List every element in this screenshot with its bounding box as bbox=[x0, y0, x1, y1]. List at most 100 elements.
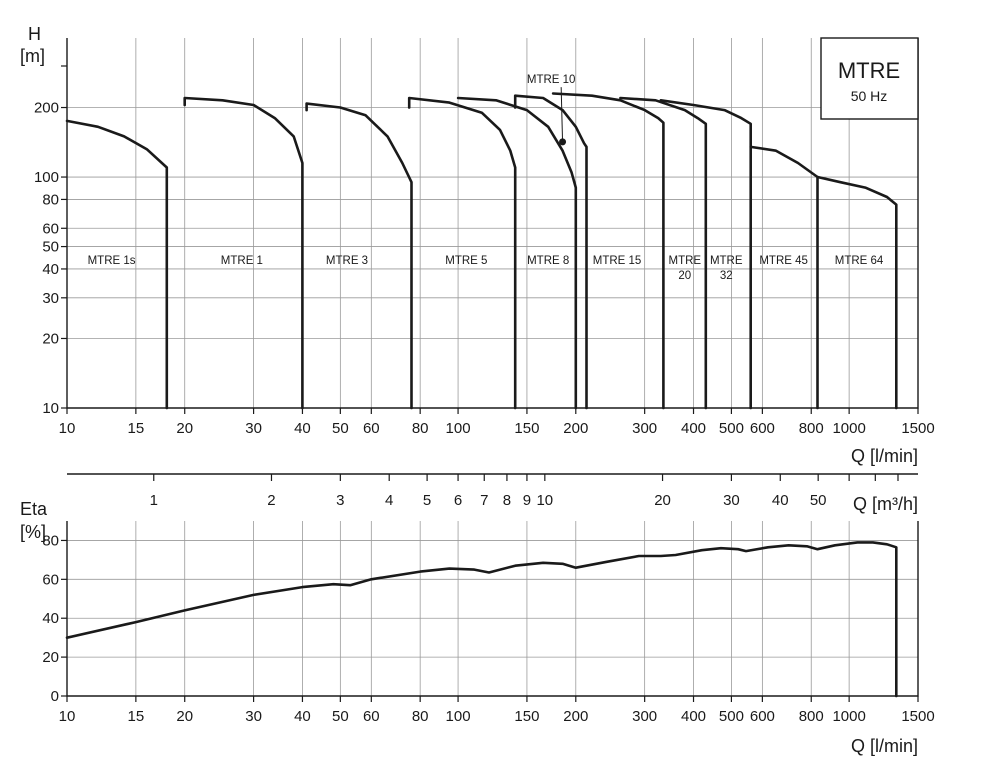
chart-frames bbox=[61, 38, 919, 702]
eta-xtick-label-50: 50 bbox=[332, 708, 349, 725]
head-xlabel: Q [l/min] bbox=[851, 446, 918, 466]
head-ytick-label-10: 10 bbox=[42, 400, 59, 417]
head-xtick-label-40: 40 bbox=[294, 420, 311, 437]
series-marker-5 bbox=[559, 138, 567, 146]
eta-xtick-label-500: 500 bbox=[719, 708, 744, 725]
series-label-8: MTRE bbox=[710, 255, 743, 267]
head-ytick-label-40: 40 bbox=[42, 261, 59, 278]
eta-xtick-label-20: 20 bbox=[176, 708, 193, 725]
head-axes bbox=[66, 38, 919, 409]
head-xtick-label-50: 50 bbox=[332, 420, 349, 437]
secondary-tick-label-7: 7 bbox=[480, 492, 488, 509]
head-ytick-label-100: 100 bbox=[34, 169, 59, 186]
eta-xtick-label-10: 10 bbox=[59, 708, 76, 725]
head-xtick-label-500: 500 bbox=[719, 420, 744, 437]
series-label-4: MTRE 8 bbox=[527, 255, 569, 267]
legend-box: MTRE 50 Hz bbox=[820, 37, 919, 120]
head-xtick-label-100: 100 bbox=[446, 420, 471, 437]
head-curve-7 bbox=[619, 96, 708, 410]
eta-xtick-label-15: 15 bbox=[128, 708, 145, 725]
series-labels: MTRE 1s MTRE 1 MTRE 3 MTRE 5 MTRE 8 MTRE 10 MT… bbox=[88, 74, 884, 282]
secondary-tick-label-20: 20 bbox=[654, 492, 671, 509]
eta-ylabel-line1: Eta bbox=[20, 499, 48, 519]
eta-xtick-label-80: 80 bbox=[412, 708, 429, 725]
head-ytick-label-50: 50 bbox=[42, 239, 59, 256]
performance-curves bbox=[65, 92, 898, 698]
eta-ylabel-line2: [%] bbox=[20, 522, 46, 542]
secondary-tick-label-40: 40 bbox=[772, 492, 789, 509]
eta-ytick-label-80: 80 bbox=[42, 532, 59, 549]
series-label-sub-7: 20 bbox=[678, 270, 691, 282]
series-label-7: MTRE bbox=[669, 255, 702, 267]
eta-xtick-label-600: 600 bbox=[750, 708, 775, 725]
series-label-10: MTRE 64 bbox=[835, 255, 884, 267]
legend-subtitle: 50 Hz bbox=[851, 88, 888, 104]
head-xtick-label-600: 600 bbox=[750, 420, 775, 437]
head-xtick-label-60: 60 bbox=[363, 420, 380, 437]
eta-axes bbox=[66, 521, 919, 697]
head-xtick-label-150: 150 bbox=[514, 420, 539, 437]
eta-xtick-label-300: 300 bbox=[632, 708, 657, 725]
legend-title: MTRE bbox=[838, 58, 900, 83]
eta-curve-0 bbox=[65, 541, 898, 698]
head-xtick-label-10: 10 bbox=[59, 420, 76, 437]
eta-xtick-label-400: 400 bbox=[681, 708, 706, 725]
secondary-tick-label-1: 1 bbox=[150, 492, 158, 509]
secondary-tick-label-4: 4 bbox=[385, 492, 393, 509]
head-ytick-label-60: 60 bbox=[42, 220, 59, 237]
head-xtick-label-1000: 1000 bbox=[832, 420, 865, 437]
series-leader-5 bbox=[560, 87, 564, 142]
head-xtick-label-1500: 1500 bbox=[901, 420, 934, 437]
series-label-0: MTRE 1s bbox=[88, 255, 136, 267]
head-curve-2 bbox=[305, 102, 413, 410]
series-label-9: MTRE 45 bbox=[759, 255, 808, 267]
eta-xtick-label-60: 60 bbox=[363, 708, 380, 725]
secondary-tick-label-3: 3 bbox=[336, 492, 344, 509]
head-curve-10 bbox=[816, 175, 898, 410]
head-ytick-label-200: 200 bbox=[34, 100, 59, 117]
eta-xtick-label-1000: 1000 bbox=[832, 708, 865, 725]
head-xtick-label-80: 80 bbox=[412, 420, 429, 437]
secondary-tick-label-9: 9 bbox=[523, 492, 531, 509]
head-curve-3 bbox=[407, 96, 517, 410]
secondary-xlabel: Q [m³/h] bbox=[853, 494, 918, 514]
eta-ytick-label-20: 20 bbox=[42, 649, 59, 666]
eta-ytick-label-40: 40 bbox=[42, 610, 59, 627]
eta-xtick-label-150: 150 bbox=[514, 708, 539, 725]
head-curve-8 bbox=[659, 99, 752, 410]
grid-lines bbox=[66, 38, 919, 697]
head-curve-1 bbox=[183, 96, 304, 410]
secondary-tick-label-5: 5 bbox=[423, 492, 431, 509]
eta-xlabel: Q [l/min] bbox=[851, 736, 918, 756]
secondary-tick-label-6: 6 bbox=[454, 492, 462, 509]
tick-labels: 10 15 20 30 40 50 60 80 100 150 200 300 400 500 600 800… bbox=[34, 100, 935, 725]
head-xtick-label-200: 200 bbox=[563, 420, 588, 437]
head-ytick-label-80: 80 bbox=[42, 191, 59, 208]
series-label-1: MTRE 1 bbox=[221, 255, 263, 267]
eta-xtick-label-200: 200 bbox=[563, 708, 588, 725]
series-label-3: MTRE 5 bbox=[445, 255, 487, 267]
head-xtick-label-300: 300 bbox=[632, 420, 657, 437]
secondary-tick-label-8: 8 bbox=[503, 492, 511, 509]
head-xtick-label-400: 400 bbox=[681, 420, 706, 437]
eta-xtick-label-800: 800 bbox=[799, 708, 824, 725]
head-curve-6 bbox=[551, 92, 665, 410]
series-label-sub-8: 32 bbox=[720, 270, 733, 282]
secondary-tick-label-10: 10 bbox=[536, 492, 553, 509]
head-xtick-label-20: 20 bbox=[176, 420, 193, 437]
head-xtick-label-30: 30 bbox=[245, 420, 262, 437]
secondary-tick-label-30: 30 bbox=[723, 492, 740, 509]
eta-ytick-label-60: 60 bbox=[42, 571, 59, 588]
head-curve-5 bbox=[513, 94, 588, 410]
series-label-5: MTRE 10 bbox=[527, 74, 576, 86]
series-label-2: MTRE 3 bbox=[326, 255, 368, 267]
eta-xtick-label-30: 30 bbox=[245, 708, 262, 725]
eta-ytick-label-0: 0 bbox=[51, 688, 59, 705]
head-curve-9 bbox=[749, 145, 819, 410]
eta-xtick-label-100: 100 bbox=[446, 708, 471, 725]
head-curve-4 bbox=[456, 96, 578, 410]
head-ylabel-line2: [m] bbox=[20, 46, 45, 66]
head-ytick-label-30: 30 bbox=[42, 290, 59, 307]
secondary-tick-label-2: 2 bbox=[267, 492, 275, 509]
